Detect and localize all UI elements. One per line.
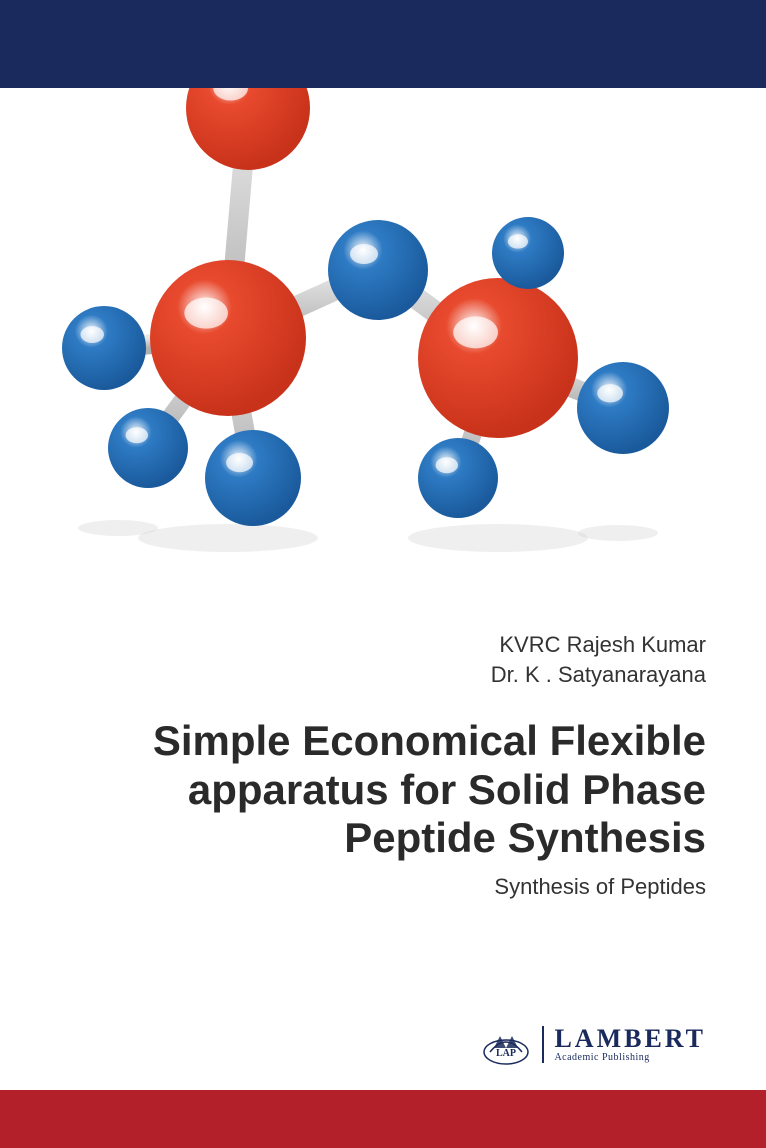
- authors: KVRC Rajesh Kumar Dr. K . Satyanarayana: [80, 630, 706, 689]
- author-line-2: Dr. K . Satyanarayana: [491, 662, 706, 687]
- publisher-logo: LAP LAMBERT Academic Publishing: [478, 1022, 706, 1066]
- cover-illustration-panel: [48, 88, 718, 578]
- svg-text:LAP: LAP: [496, 1048, 516, 1059]
- text-block: KVRC Rajesh Kumar Dr. K . Satyanarayana …: [80, 630, 706, 900]
- book-cover: KVRC Rajesh Kumar Dr. K . Satyanarayana …: [0, 0, 766, 1148]
- publisher-text: LAMBERT Academic Publishing: [542, 1026, 706, 1063]
- publisher-tagline: Academic Publishing: [554, 1052, 706, 1063]
- molecule-illustration: [48, 88, 718, 578]
- book-title: Simple Economical Flexible apparatus for…: [80, 717, 706, 862]
- book-subtitle: Synthesis of Peptides: [80, 874, 706, 900]
- publisher-name: LAMBERT: [554, 1026, 706, 1052]
- author-line-1: KVRC Rajesh Kumar: [499, 632, 706, 657]
- top-navy-band: [0, 0, 766, 88]
- bottom-red-band: [0, 1090, 766, 1148]
- publisher-badge-icon: LAP: [478, 1022, 534, 1066]
